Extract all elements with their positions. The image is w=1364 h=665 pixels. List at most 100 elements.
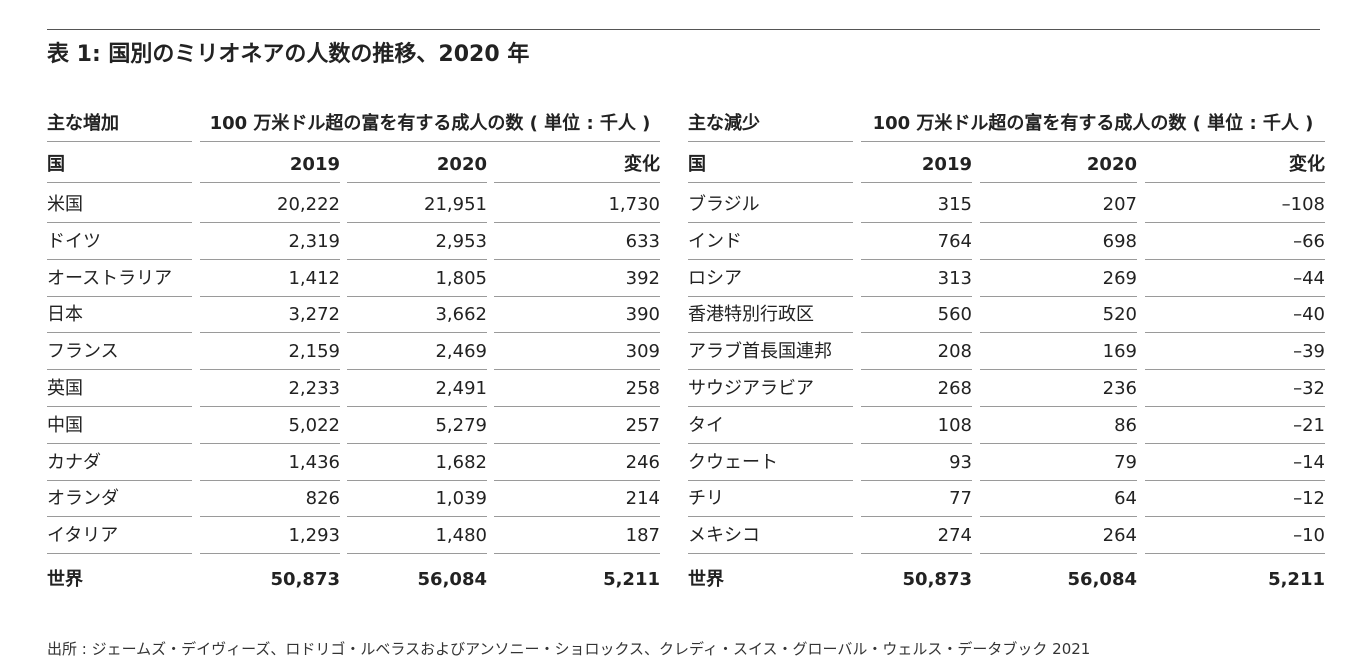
value-cell: 2,159 — [200, 334, 340, 371]
value-cell: 258 — [494, 371, 660, 407]
country-cell: カナダ — [47, 445, 192, 481]
total-cell: 50,873 — [270, 569, 340, 590]
value-cell: 257 — [494, 408, 660, 444]
value-cell: 264 — [980, 518, 1137, 555]
value-cell: 93 — [861, 445, 972, 481]
value-cell: 2,953 — [347, 224, 487, 260]
country-cell: 香港特別行政区 — [688, 297, 853, 334]
value-cell: –32 — [1145, 371, 1325, 407]
source-note: 出所 : ジェームズ・デイヴィーズ、ロドリゴ・ルベラスおよびアンソニー・ショロッ… — [47, 640, 1091, 658]
value-cell: 207 — [980, 187, 1137, 223]
value-cell: 560 — [861, 297, 972, 334]
value-cell: 3,272 — [200, 297, 340, 334]
value-cell: 2,233 — [200, 371, 340, 407]
column-header: 国 — [47, 147, 192, 183]
value-cell: 390 — [494, 297, 660, 334]
country-cell: インド — [688, 224, 853, 260]
value-cell: 108 — [861, 408, 972, 444]
value-cell: 1,039 — [347, 481, 487, 518]
country-cell: イタリア — [47, 518, 192, 555]
country-cell: ドイツ — [47, 224, 192, 260]
value-cell: –40 — [1145, 297, 1325, 334]
country-cell: 中国 — [47, 408, 192, 444]
top-rule — [47, 29, 1320, 30]
value-cell: 3,662 — [347, 297, 487, 334]
total-cell: 5,211 — [1268, 569, 1325, 590]
country-cell: ブラジル — [688, 187, 853, 223]
value-cell: 1,682 — [347, 445, 487, 481]
value-cell: 633 — [494, 224, 660, 260]
value-cell: 1,480 — [347, 518, 487, 555]
column-header: 変化 — [494, 147, 660, 183]
value-cell: 208 — [861, 334, 972, 371]
country-cell: オーストラリア — [47, 261, 192, 297]
value-cell: –108 — [1145, 187, 1325, 223]
value-cell: –10 — [1145, 518, 1325, 555]
country-cell: チリ — [688, 481, 853, 518]
total-cell: 世界 — [47, 569, 83, 590]
value-cell: 698 — [980, 224, 1137, 260]
value-cell: –66 — [1145, 224, 1325, 260]
country-cell: アラブ首長国連邦 — [688, 334, 853, 371]
value-cell: 392 — [494, 261, 660, 297]
column-header: 変化 — [1145, 147, 1325, 183]
measure-label: 100 万米ドル超の富を有する成人の数 ( 単位 : 千人 ) — [200, 106, 660, 142]
value-cell: 309 — [494, 334, 660, 371]
value-cell: 64 — [980, 481, 1137, 518]
value-cell: 86 — [980, 408, 1137, 444]
value-cell: 236 — [980, 371, 1137, 407]
country-cell: ロシア — [688, 261, 853, 297]
value-cell: 1,436 — [200, 445, 340, 481]
total-cell: 50,873 — [902, 569, 972, 590]
value-cell: 826 — [200, 481, 340, 518]
column-header: 2019 — [200, 147, 340, 183]
value-cell: 21,951 — [347, 187, 487, 223]
country-cell: 英国 — [47, 371, 192, 407]
value-cell: 274 — [861, 518, 972, 555]
value-cell: 2,469 — [347, 334, 487, 371]
group-label: 主な増加 — [47, 106, 192, 142]
value-cell: 315 — [861, 187, 972, 223]
value-cell: 269 — [980, 261, 1137, 297]
value-cell: –21 — [1145, 408, 1325, 444]
value-cell: 5,022 — [200, 408, 340, 444]
value-cell: 520 — [980, 297, 1137, 334]
country-cell: 米国 — [47, 187, 192, 223]
total-cell: 56,084 — [417, 569, 487, 590]
value-cell: 246 — [494, 445, 660, 481]
value-cell: 214 — [494, 481, 660, 518]
value-cell: 20,222 — [200, 187, 340, 223]
value-cell: 5,279 — [347, 408, 487, 444]
column-header: 国 — [688, 147, 853, 183]
column-header: 2020 — [347, 147, 487, 183]
country-cell: クウェート — [688, 445, 853, 481]
total-cell: 5,211 — [603, 569, 660, 590]
value-cell: 79 — [980, 445, 1137, 481]
value-cell: 169 — [980, 334, 1137, 371]
country-cell: フランス — [47, 334, 192, 371]
title: 表 1: 国別のミリオネアの人数の推移、2020 年 — [47, 42, 530, 67]
country-cell: 日本 — [47, 297, 192, 334]
value-cell: –44 — [1145, 261, 1325, 297]
value-cell: 2,319 — [200, 224, 340, 260]
value-cell: –39 — [1145, 334, 1325, 371]
country-cell: オランダ — [47, 481, 192, 518]
country-cell: メキシコ — [688, 518, 853, 555]
value-cell: 1,293 — [200, 518, 340, 555]
measure-label: 100 万米ドル超の富を有する成人の数 ( 単位 : 千人 ) — [861, 106, 1325, 142]
total-cell: 56,084 — [1067, 569, 1137, 590]
value-cell: –14 — [1145, 445, 1325, 481]
value-cell: 187 — [494, 518, 660, 555]
column-header: 2019 — [861, 147, 972, 183]
country-cell: タイ — [688, 408, 853, 444]
value-cell: 1,412 — [200, 261, 340, 297]
value-cell: 313 — [861, 261, 972, 297]
value-cell: 1,730 — [494, 187, 660, 223]
total-cell: 世界 — [688, 569, 724, 590]
value-cell: 1,805 — [347, 261, 487, 297]
country-cell: サウジアラビア — [688, 371, 853, 407]
value-cell: 77 — [861, 481, 972, 518]
value-cell: 2,491 — [347, 371, 487, 407]
value-cell: –12 — [1145, 481, 1325, 518]
